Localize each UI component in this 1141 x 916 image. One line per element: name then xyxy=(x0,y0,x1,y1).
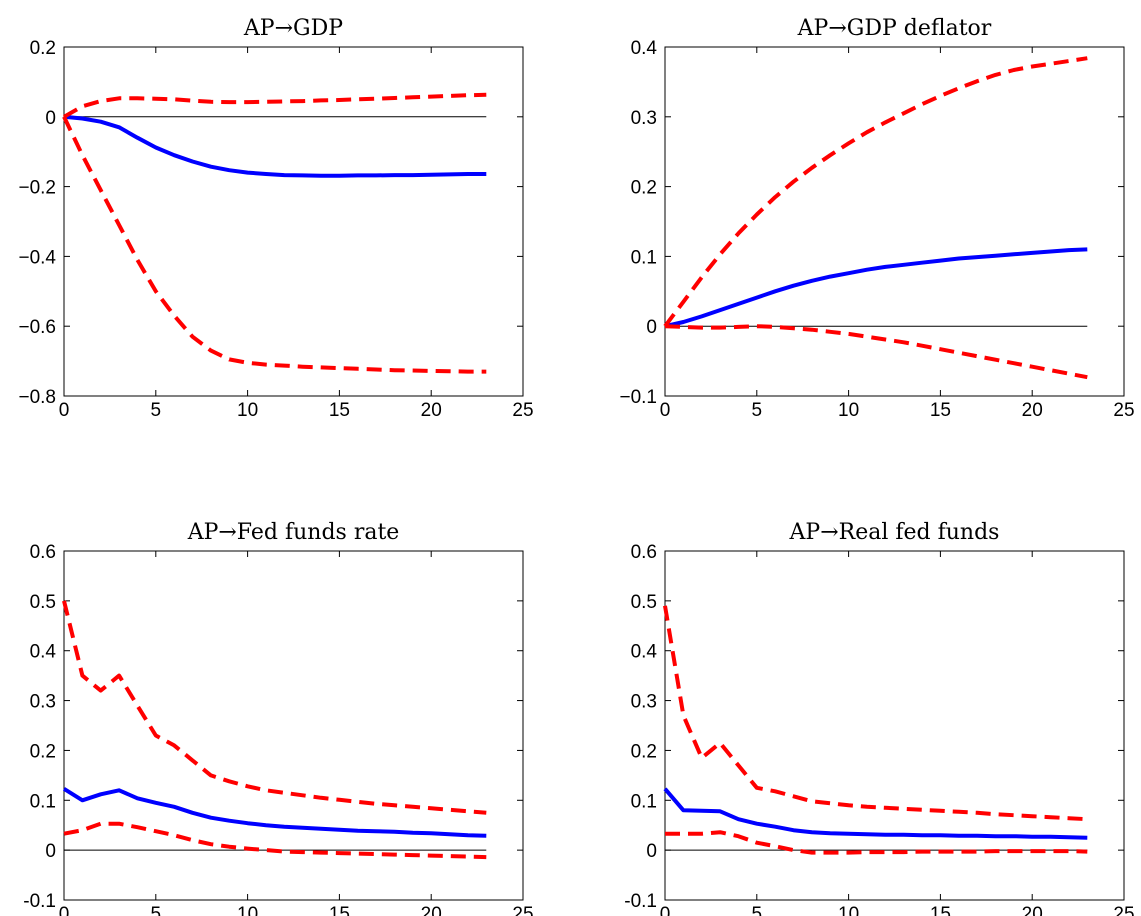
axes-frame xyxy=(664,550,1125,901)
x-tick-label: 10 xyxy=(838,400,859,421)
lower-band-line xyxy=(62,115,487,374)
x-tick-label: 25 xyxy=(1113,400,1134,421)
x-tick-label: 25 xyxy=(1113,904,1134,916)
x-tick-label: 15 xyxy=(930,904,951,916)
y-tick-label: 0.4 xyxy=(631,38,658,59)
x-tick-label: 5 xyxy=(752,904,763,916)
y-tick-label: 0.2 xyxy=(631,741,657,762)
x-tick-label: 15 xyxy=(930,400,951,421)
axes-frame xyxy=(63,46,524,397)
y-tick-label: 0 xyxy=(646,317,657,338)
x-tick-label: 10 xyxy=(237,400,258,421)
y-tick-label: -0.1 xyxy=(624,891,657,912)
y-tick-label: -0.1 xyxy=(23,891,56,912)
panel-title: AP→GDP xyxy=(243,16,343,41)
y-tick-label: −0.4 xyxy=(18,247,56,268)
y-tick-label: 0.1 xyxy=(30,791,56,812)
x-tick-label: 25 xyxy=(512,400,533,421)
x-tick-label: 25 xyxy=(512,904,533,916)
upper-band-line xyxy=(63,92,487,119)
axes-frame xyxy=(63,550,524,901)
x-tick-label: 5 xyxy=(151,400,162,421)
x-tick-label: 15 xyxy=(329,904,350,916)
x-tick-label: 20 xyxy=(421,400,442,421)
panel-gdp: AP→GDP 0 5 10 15 20 25 −0.8 −0.6 −0.4 −0.2 0 0.2 xyxy=(18,16,533,421)
y-tick-label: −0.2 xyxy=(18,178,56,199)
x-tick-label: 5 xyxy=(151,904,162,916)
median-response-line xyxy=(663,787,1088,840)
upper-band-line xyxy=(663,56,1088,328)
y-tick-label: 0.1 xyxy=(631,791,657,812)
x-tick-label: 0 xyxy=(59,400,70,421)
y-tick-label: 0.3 xyxy=(631,692,657,713)
x-tick-label: 0 xyxy=(660,400,671,421)
median-response-line xyxy=(63,114,487,178)
y-tick-label: 0.5 xyxy=(631,592,657,613)
x-tick-label: 0 xyxy=(660,904,671,916)
y-tick-label: 0.3 xyxy=(30,692,56,713)
y-tick-label: 0.4 xyxy=(631,642,658,663)
x-tick-label: 10 xyxy=(838,904,859,916)
panel-title: AP→Fed funds rate xyxy=(187,520,400,545)
y-tick-label: 0.1 xyxy=(631,247,657,268)
x-tick-label: 20 xyxy=(1022,904,1043,916)
panel-title: AP→Real fed funds xyxy=(789,520,1000,545)
y-tick-label: 0.4 xyxy=(30,642,57,663)
y-tick-label: 0 xyxy=(646,841,657,862)
median-response-line xyxy=(664,247,1088,329)
y-tick-label: −0.1 xyxy=(619,387,657,408)
y-tick-label: 0.3 xyxy=(631,108,657,129)
y-tick-label: 0 xyxy=(45,841,56,862)
upper-band-line xyxy=(62,600,487,815)
x-tick-label: 10 xyxy=(237,904,258,916)
y-tick-label: −0.6 xyxy=(18,317,56,338)
y-tick-label: 0.2 xyxy=(30,741,56,762)
upper-band-line xyxy=(663,605,1088,822)
y-tick-label: 0.2 xyxy=(30,38,56,59)
x-tick-label: 20 xyxy=(421,904,442,916)
median-response-line xyxy=(62,787,487,838)
lower-band-line xyxy=(665,830,1088,855)
x-tick-label: 5 xyxy=(752,400,763,421)
y-tick-label: 0.2 xyxy=(631,178,657,199)
y-tick-label: −0.8 xyxy=(18,387,56,408)
y-tick-label: 0.6 xyxy=(631,542,657,563)
panel-title: AP→GDP deflator xyxy=(797,16,992,41)
x-tick-label: 20 xyxy=(1022,400,1043,421)
axes-frame xyxy=(664,46,1125,397)
y-tick-label: 0.5 xyxy=(30,592,56,613)
y-tick-label: 0 xyxy=(45,108,56,129)
x-tick-label: 15 xyxy=(329,400,350,421)
lower-band-line xyxy=(63,821,487,860)
y-tick-label: 0.6 xyxy=(30,542,56,563)
x-tick-label: 0 xyxy=(59,904,70,916)
lower-band-line xyxy=(664,324,1088,380)
